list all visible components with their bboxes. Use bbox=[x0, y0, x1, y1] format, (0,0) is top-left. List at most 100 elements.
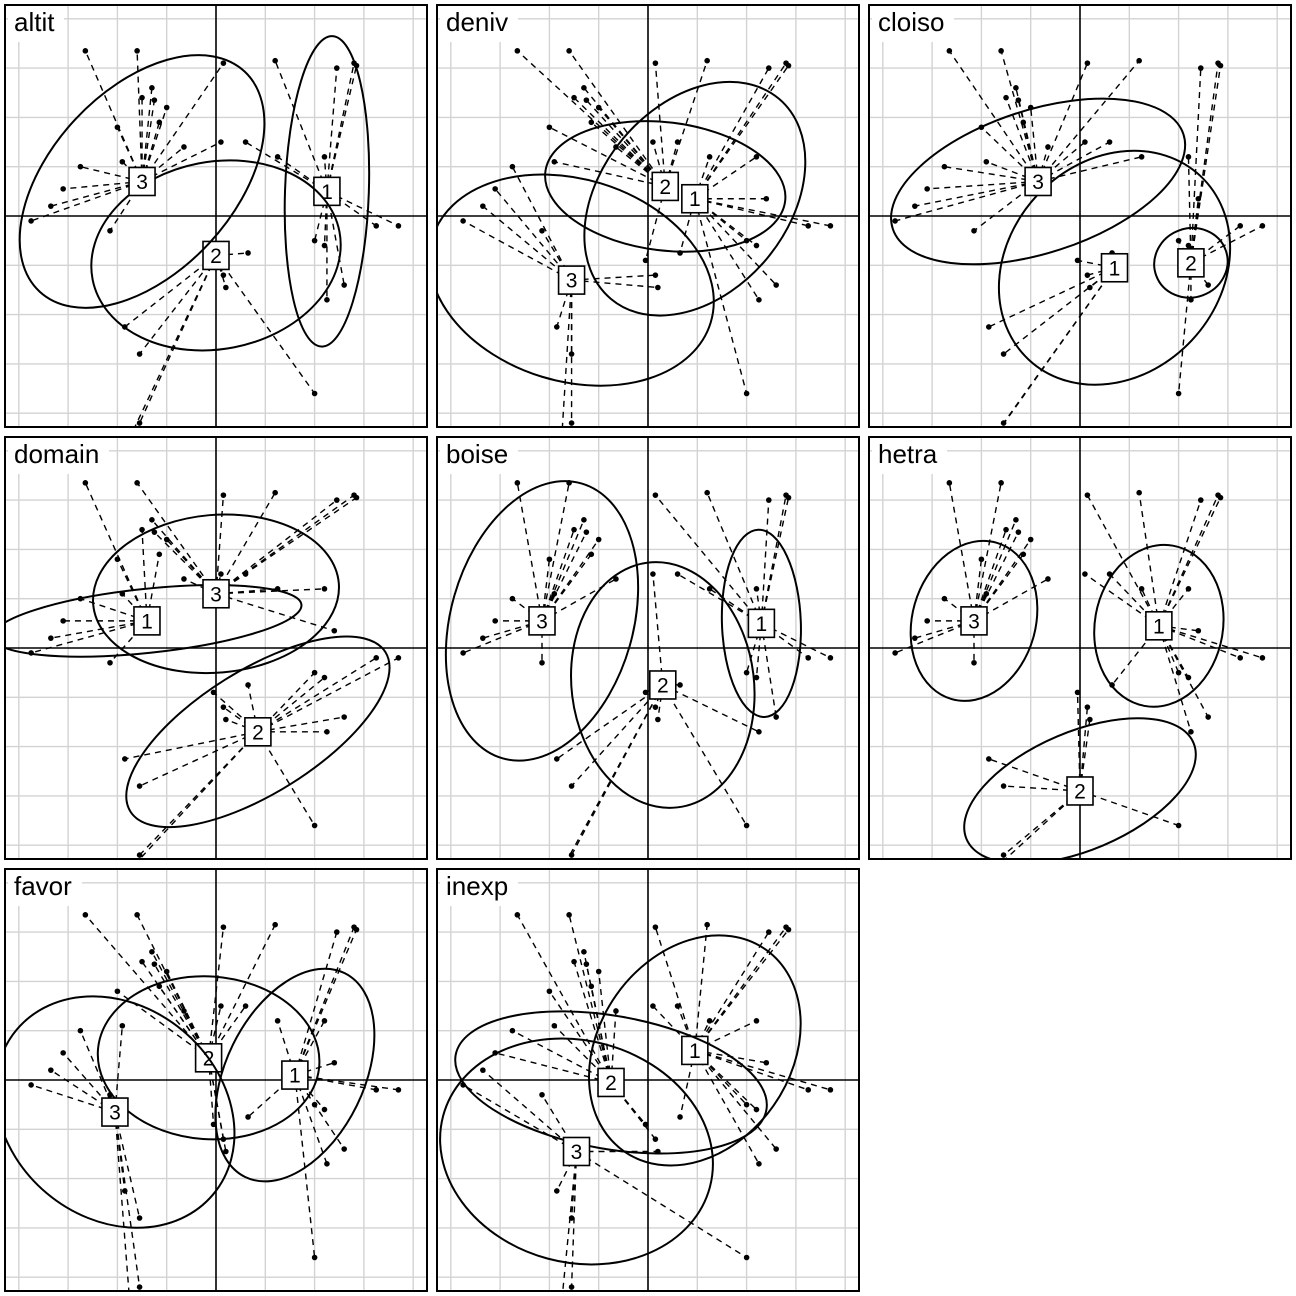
data-point bbox=[892, 650, 898, 656]
data-point bbox=[566, 912, 572, 918]
data-point bbox=[546, 124, 553, 131]
star-line bbox=[894, 180, 1039, 222]
star-line bbox=[50, 180, 143, 207]
data-point bbox=[331, 627, 338, 634]
data-point bbox=[1082, 571, 1088, 577]
data-point bbox=[753, 154, 760, 160]
data-point bbox=[149, 517, 155, 523]
star-line bbox=[313, 191, 328, 241]
panel-title: hetra bbox=[872, 438, 948, 474]
star-line bbox=[948, 482, 975, 622]
data-point bbox=[1217, 494, 1224, 501]
data-point bbox=[1195, 627, 1202, 634]
data-point bbox=[1000, 351, 1007, 357]
panel-altit: 1 2 3 altit bbox=[4, 4, 428, 428]
group-ellipse bbox=[544, 120, 787, 253]
group-ellipse bbox=[4, 995, 236, 1229]
data-point bbox=[539, 659, 545, 666]
group-label-box bbox=[1145, 611, 1173, 641]
star-line bbox=[294, 1074, 316, 1258]
star-line bbox=[654, 494, 762, 624]
data-point bbox=[652, 272, 659, 278]
group-2: 2 bbox=[556, 561, 760, 860]
group-ellipse bbox=[96, 975, 321, 1141]
data-point bbox=[151, 529, 158, 535]
star-line bbox=[568, 914, 612, 1083]
data-point bbox=[581, 517, 587, 523]
star-line bbox=[679, 198, 696, 254]
panel-hetra: 1 2 3 hetra bbox=[868, 436, 1292, 860]
group-ellipse bbox=[720, 528, 802, 718]
data-point bbox=[1084, 492, 1091, 498]
star-line bbox=[1140, 588, 1160, 627]
data-point bbox=[181, 1008, 187, 1014]
data-point bbox=[139, 94, 145, 101]
star-line bbox=[207, 924, 276, 1059]
data-point bbox=[1027, 536, 1034, 543]
group-label-box bbox=[648, 670, 677, 700]
data-point bbox=[588, 983, 595, 990]
star-line bbox=[215, 495, 225, 594]
group-3: 3 bbox=[894, 482, 1049, 702]
group-label: 3 bbox=[109, 1102, 121, 1125]
star-line bbox=[30, 1084, 116, 1113]
star-line bbox=[1037, 156, 1142, 183]
star-line bbox=[1158, 625, 1199, 632]
star-line bbox=[677, 573, 762, 624]
group-3: 3 bbox=[444, 480, 640, 762]
group-label: 1 bbox=[289, 1065, 301, 1088]
star-line bbox=[585, 99, 666, 187]
group-ellipse bbox=[1093, 543, 1225, 708]
star-line bbox=[136, 482, 217, 595]
data-point bbox=[756, 729, 762, 735]
star-line bbox=[986, 161, 1039, 183]
group-label-box bbox=[101, 1097, 129, 1127]
star-line bbox=[114, 1111, 141, 1219]
data-point bbox=[28, 1082, 34, 1088]
star-line bbox=[247, 684, 259, 732]
panel-inexp: 1 2 3 inexp bbox=[436, 868, 860, 1292]
data-point bbox=[492, 618, 498, 624]
group-ellipse bbox=[4, 584, 303, 658]
star-line bbox=[114, 1111, 130, 1292]
scatter-plot: 1 2 3 bbox=[436, 868, 860, 1292]
group-ellipse bbox=[90, 159, 342, 352]
star-line bbox=[694, 198, 760, 301]
star-line bbox=[576, 1150, 747, 1259]
star-line bbox=[662, 684, 748, 826]
star-line bbox=[694, 198, 777, 286]
star-line bbox=[114, 1111, 141, 1288]
group-1: 1 bbox=[214, 926, 399, 1258]
star-line bbox=[694, 198, 831, 227]
data-point bbox=[107, 659, 113, 666]
panel-frame bbox=[436, 436, 860, 860]
data-point bbox=[1013, 517, 1019, 523]
scatter-plot: 1 2 3 bbox=[436, 436, 860, 860]
data-point bbox=[642, 1121, 649, 1128]
data-point bbox=[220, 272, 227, 278]
group-2: 2 bbox=[963, 692, 1197, 860]
data-point bbox=[674, 571, 681, 577]
group-label: 3 bbox=[136, 171, 148, 194]
scatter-plot: 1 2 3 bbox=[4, 4, 428, 428]
star-line bbox=[694, 929, 790, 1051]
star-line bbox=[215, 499, 338, 595]
star-line bbox=[512, 1030, 612, 1084]
scatter-plot: 1 2 3 bbox=[4, 436, 428, 860]
group-label: 1 bbox=[689, 1040, 701, 1063]
data-point bbox=[1084, 60, 1091, 66]
star-line bbox=[694, 156, 711, 199]
star-line bbox=[109, 181, 143, 232]
group-label: 2 bbox=[210, 245, 222, 268]
star-line bbox=[652, 573, 664, 686]
group-label-box bbox=[281, 1060, 309, 1090]
data-point bbox=[756, 297, 762, 303]
data-point bbox=[509, 163, 516, 170]
data-point bbox=[151, 97, 158, 103]
data-point bbox=[652, 60, 659, 66]
star-line bbox=[1187, 156, 1192, 263]
group-label-box bbox=[651, 171, 680, 202]
star-line bbox=[694, 67, 770, 200]
data-point bbox=[568, 351, 575, 357]
